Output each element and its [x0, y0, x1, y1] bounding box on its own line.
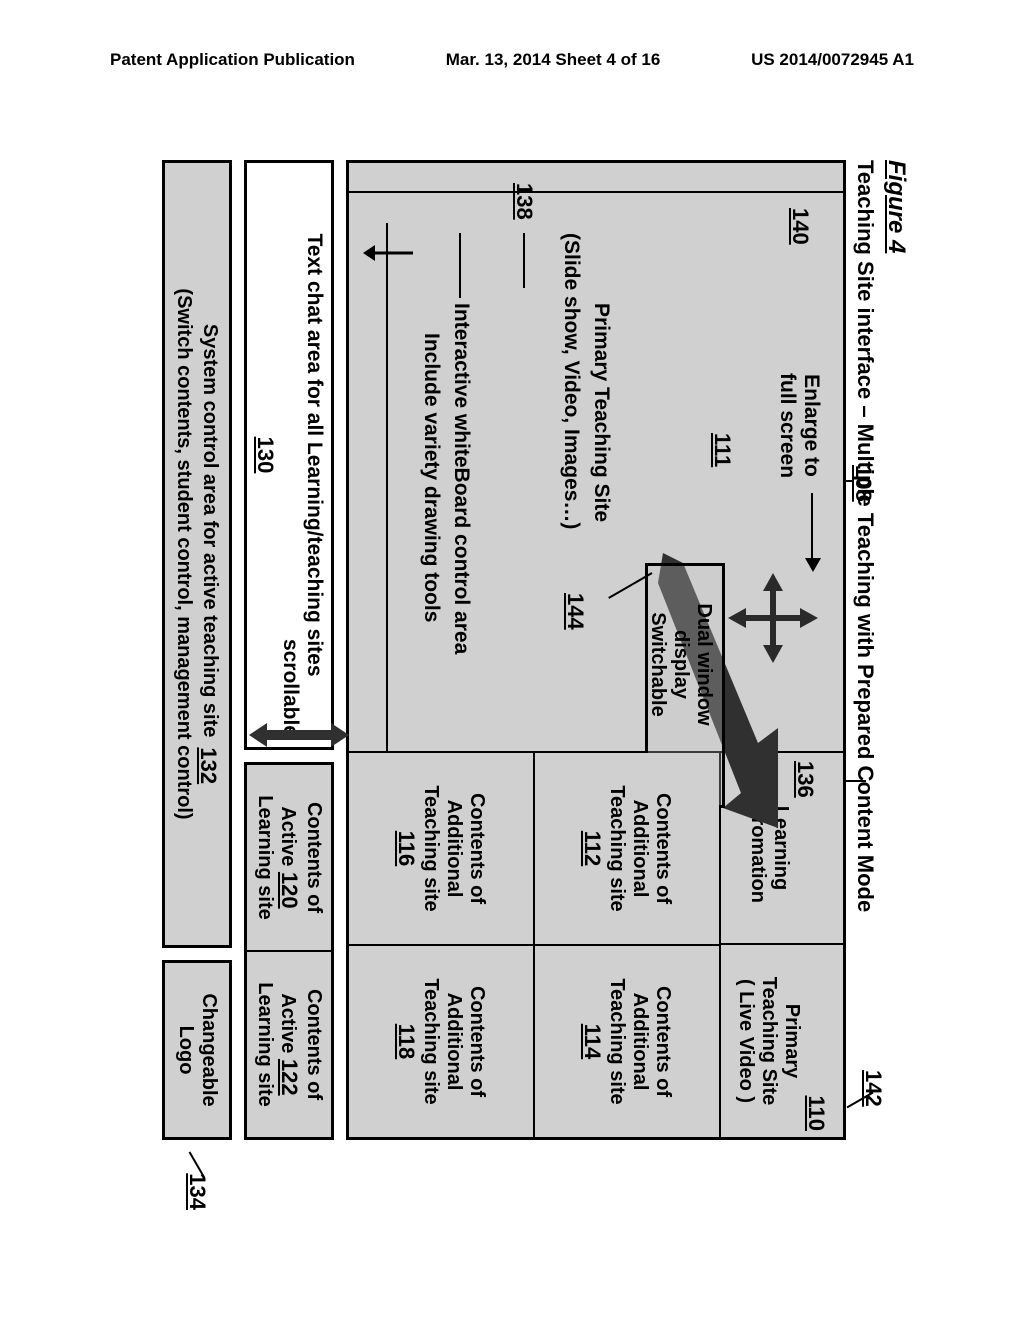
changeable-logo: Changeable Logo [162, 960, 232, 1140]
lp1-l1: Contents of [302, 989, 325, 1100]
dual-label: Dual window display Switchable [647, 603, 715, 725]
primary-teaching-title: Primary Teaching Site [589, 303, 613, 522]
sys-l2: (Switch contents, student control, manag… [173, 288, 196, 819]
wb-control-line2: Include variety drawing tools [419, 333, 443, 622]
p1-l1: Contents of [652, 986, 675, 1097]
p2-l1: Contents of [466, 793, 489, 904]
p0-l2: Additional [629, 800, 652, 898]
ref-112: 112 [580, 831, 606, 867]
p1-l3: Teaching site [606, 978, 629, 1104]
ref-142: 142 [860, 1070, 886, 1107]
learning-sites-row: Contents of Active 120 Learning site Con… [244, 762, 334, 1140]
left-bar [349, 163, 843, 193]
learning-site-panel-120: Contents of Active 120 Learning site [247, 765, 331, 952]
row-2: Text chat area for all Learning/teaching… [244, 160, 334, 1140]
teaching-site-panel-118: Contents of Additional Teaching site 118 [349, 946, 533, 1137]
p1-l2: Additional [629, 993, 652, 1091]
ref-138: 138 [511, 183, 537, 220]
p2-l3: Teaching site [420, 785, 443, 911]
ref-116: 116 [394, 831, 420, 867]
lp0-l3: Learning site [253, 795, 276, 919]
figure-container: Figure 4 Teaching Site interface – Multi… [120, 160, 910, 1160]
p3-l3: Teaching site [420, 978, 443, 1104]
ref-114: 114 [580, 1024, 606, 1060]
ref-132: 132 [196, 747, 222, 784]
figure-label: Figure 4 [882, 160, 910, 1160]
ref-144: 144 [562, 593, 588, 630]
ref-111: 111 [709, 433, 735, 467]
primary-l2: Teaching Site [758, 977, 781, 1106]
rotated-figure: Figure 4 Teaching Site interface – Multi… [120, 160, 910, 1160]
header-center: Mar. 13, 2014 Sheet 4 of 16 [446, 50, 661, 70]
header-left: Patent Application Publication [110, 50, 355, 70]
chat-l1: Text chat area for all Learning/teaching… [302, 233, 326, 676]
row-3: System control area for active teaching … [162, 160, 232, 1140]
p0-l3: Teaching site [606, 785, 629, 911]
teaching-site-panel-112: Contents of Additional Teaching site 112 [535, 753, 719, 946]
enlarge-label-1: Enlarge to [800, 374, 823, 477]
lp1-l2: Active [277, 993, 299, 1053]
lp1-l3: Learning site [253, 982, 276, 1106]
p0-l1: Contents of [652, 793, 675, 904]
teaching-site-panel-114: Contents of Additional Teaching site 114 [535, 946, 719, 1137]
ref-120: 120 [277, 872, 302, 909]
logo-l2: Logo [174, 1026, 197, 1075]
ref-134: 134 [184, 1173, 210, 1210]
scroll-down-icon [363, 243, 413, 263]
p2-l2: Additional [443, 800, 466, 898]
page-header: Patent Application Publication Mar. 13, … [0, 0, 1024, 80]
primary-l1: Primary [781, 1004, 804, 1079]
primary-l3: ( Live Video ) [735, 979, 758, 1103]
p3-l1: Contents of [466, 986, 489, 1097]
ref-140: 140 [787, 208, 813, 245]
lp0-l2: Active [277, 806, 299, 866]
header-right: US 2014/0072945 A1 [751, 50, 914, 70]
enlarge-label-2: full screen [776, 373, 799, 478]
chat-area: Text chat area for all Learning/teaching… [244, 160, 334, 750]
lp0-l1: Contents of [302, 802, 325, 913]
main-interface-frame: 140 Enlarge to full screen 111 [346, 160, 846, 1140]
primary-whiteboard-area: 140 Enlarge to full screen 111 [349, 193, 843, 753]
wb-control-line1: Interactive whiteBoard control area [449, 303, 473, 654]
figure-title: Teaching Site interface – Multiple Teach… [852, 160, 878, 912]
teaching-site-panel-116: Contents of Additional Teaching site 116 [349, 753, 533, 946]
primary-teaching-sub: (Slide show, Video, Images…) [559, 233, 583, 529]
ref-122: 122 [277, 1059, 302, 1096]
p3-l2: Additional [443, 993, 466, 1091]
primary-live-video-panel: 110 Primary Teaching Site ( Live Video ) [721, 945, 843, 1137]
ref-110: 110 [805, 1096, 830, 1132]
ref-136: 136 [792, 761, 818, 798]
ref-108: 108 [850, 465, 876, 502]
learning-site-panel-122: Contents of Active 122 Learning site [247, 952, 331, 1137]
logo-l1: Changeable [197, 993, 220, 1106]
system-control-area: System control area for active teaching … [162, 160, 232, 948]
sys-l1: System control area for active teaching … [196, 324, 222, 738]
ref-118: 118 [394, 1024, 420, 1060]
arrowhead-icon [805, 558, 821, 572]
ref-130: 130 [252, 437, 278, 474]
double-arrow-icon [249, 715, 349, 755]
